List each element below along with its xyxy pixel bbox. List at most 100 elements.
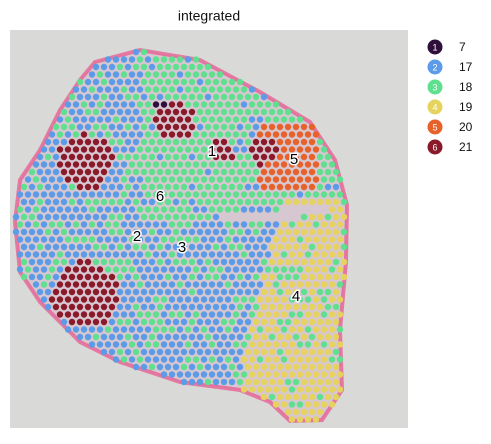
spot: [220, 273, 228, 281]
spot: [168, 206, 176, 213]
spot: [56, 116, 64, 123]
spot: [64, 221, 72, 228]
spot: [32, 221, 40, 228]
spot: [176, 266, 184, 273]
spot: [168, 131, 176, 138]
spot: [240, 341, 248, 348]
spot: [24, 176, 32, 183]
spot: [40, 296, 48, 303]
spot: [112, 341, 120, 348]
spot: [92, 303, 100, 311]
spot: [88, 311, 96, 318]
spot: [104, 251, 112, 258]
spot: [68, 243, 76, 251]
spot: [276, 303, 284, 311]
spot: [284, 378, 292, 386]
spot: [88, 326, 96, 333]
spot: [164, 333, 172, 341]
spot: [204, 183, 212, 191]
spot: [252, 333, 260, 341]
spot: [76, 123, 84, 131]
spot: [108, 273, 116, 281]
spot: [164, 63, 172, 71]
spot: [148, 213, 156, 221]
spot: [116, 183, 124, 191]
spot: [152, 311, 160, 318]
spot: [124, 93, 132, 101]
spot: [332, 273, 340, 281]
legend-swatch: [427, 119, 443, 135]
spot: [308, 168, 316, 176]
spot: [160, 131, 168, 138]
spot: [24, 266, 32, 273]
spot: [200, 71, 208, 78]
spot: [324, 153, 332, 161]
spot: [112, 311, 120, 318]
spot: [16, 221, 24, 228]
spot: [88, 176, 96, 183]
spot: [64, 236, 72, 243]
spot: [156, 288, 164, 296]
spot: [72, 281, 80, 288]
spot: [308, 408, 316, 416]
spot: [56, 161, 64, 168]
spot: [96, 86, 104, 93]
spot: [192, 131, 200, 138]
spot: [64, 311, 72, 318]
spot: [232, 266, 240, 273]
spot: [276, 288, 284, 296]
spot: [308, 123, 316, 131]
spot: [132, 183, 140, 191]
spot: [100, 138, 108, 146]
spot: [116, 198, 124, 206]
spot: [156, 123, 164, 131]
spot: [172, 258, 180, 266]
spot: [148, 333, 156, 341]
spot: [268, 198, 276, 206]
spot: [44, 183, 52, 191]
spot: [76, 213, 84, 221]
spot: [96, 266, 104, 273]
spot: [332, 363, 340, 371]
spot: [44, 288, 52, 296]
spot: [184, 86, 192, 93]
spot: [148, 93, 156, 101]
spot: [168, 251, 176, 258]
spot: [92, 168, 100, 176]
spot: [136, 326, 144, 333]
spot: [172, 93, 180, 101]
spot: [140, 78, 148, 86]
spot: [288, 236, 296, 243]
spot: [184, 266, 192, 273]
spot: [108, 288, 116, 296]
spot: [180, 123, 188, 131]
spot: [52, 228, 60, 236]
spot: [68, 108, 76, 116]
spot: [312, 131, 320, 138]
spot: [152, 236, 160, 243]
spot: [120, 221, 128, 228]
spot: [236, 168, 244, 176]
spot: [124, 303, 132, 311]
spot: [272, 356, 280, 363]
legend-marker: 5: [432, 122, 437, 132]
spot: [124, 78, 132, 86]
spot: [244, 138, 252, 146]
spot: [96, 176, 104, 183]
spot: [184, 311, 192, 318]
spot: [48, 206, 56, 213]
spot: [128, 131, 136, 138]
spot: [196, 363, 204, 371]
spot: [112, 266, 120, 273]
spot: [328, 206, 336, 213]
spot: [296, 311, 304, 318]
spot: [252, 243, 260, 251]
spot: [224, 371, 232, 378]
spot: [60, 273, 68, 281]
spot: [292, 198, 300, 206]
spot: [244, 198, 252, 206]
spot: [180, 213, 188, 221]
spot: [140, 228, 148, 236]
spot: [196, 243, 204, 251]
